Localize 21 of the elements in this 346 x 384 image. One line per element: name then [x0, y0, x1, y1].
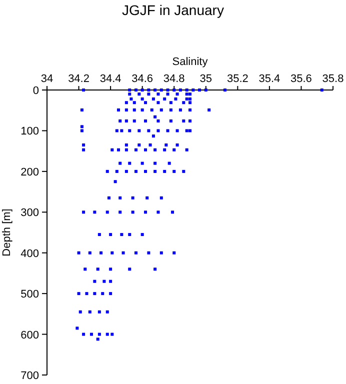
chart-title: JGJF in January	[122, 2, 224, 18]
x-tick-label: 34.4	[100, 73, 122, 85]
x-tick-label: 34.6	[132, 73, 154, 85]
x-tick-label: 34.2	[68, 73, 90, 85]
x-tick-label: 35.4	[258, 73, 280, 85]
x-tick-label: 35.6	[290, 73, 312, 85]
y-tick-label: 500	[20, 288, 39, 301]
x-tick-label: 35.8	[322, 73, 344, 85]
y-tick-label: 0	[32, 85, 39, 97]
y-tick-label: 200	[20, 166, 39, 178]
x-axis-title: Salinity	[172, 56, 208, 68]
x-tick-label: 35.2	[226, 73, 248, 85]
x-tick-label: 35	[200, 73, 212, 85]
y-tick-label: 400	[20, 248, 39, 260]
x-tick-label: 34	[40, 73, 54, 85]
y-tick-label: 100	[20, 126, 39, 138]
y-tick-label: 600	[20, 329, 39, 342]
y-tick-label: 300	[20, 207, 39, 220]
x-tick-label: 34.8	[163, 73, 185, 85]
y-tick-label: 700	[20, 370, 39, 382]
y-axis-title: Depth [m]	[1, 208, 13, 256]
